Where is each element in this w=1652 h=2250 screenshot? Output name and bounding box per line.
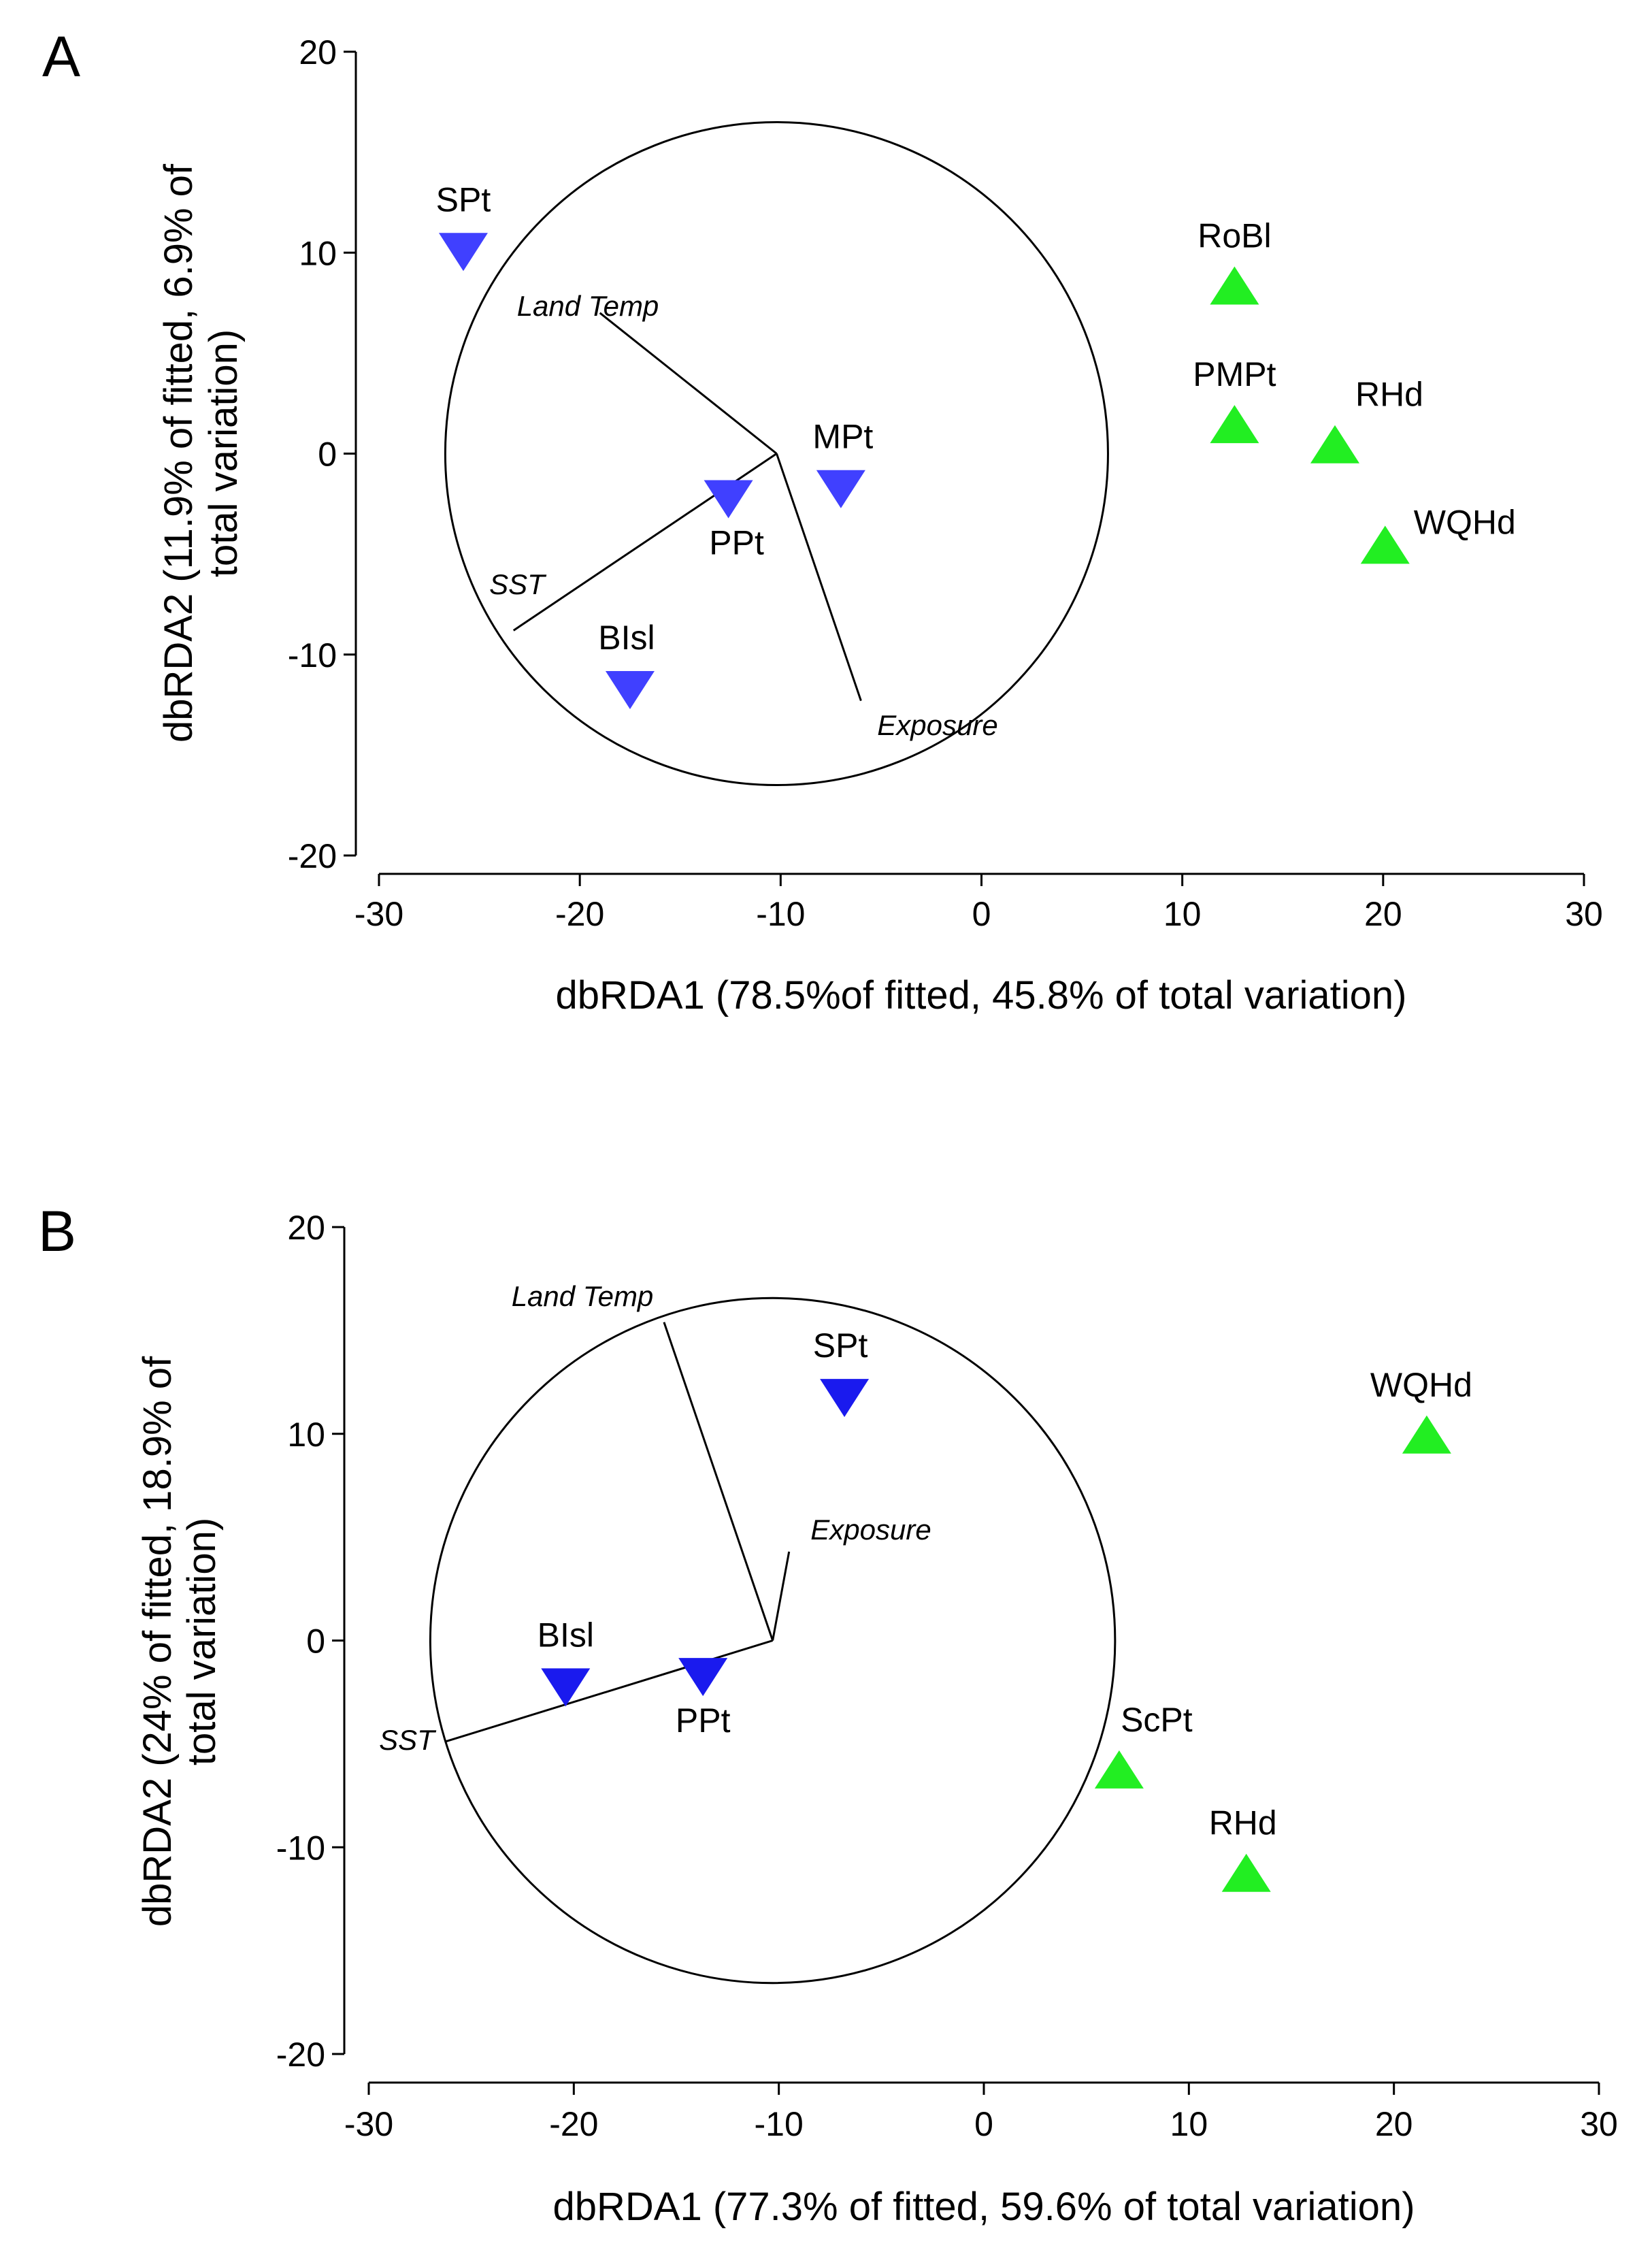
y-tick-label: 20 (299, 33, 337, 71)
panel-letter: A (42, 25, 80, 88)
x-axis-title: dbRDA1 (78.5%of fitted, 45.8% of total v… (556, 973, 1407, 1017)
y-axis-title: dbRDA2 (24% of fitted, 18.9% oftotal var… (135, 1356, 224, 1927)
x-tick-label: -20 (555, 895, 604, 933)
x-tick-label: -30 (344, 2105, 393, 2143)
point-label-spt: SPt (813, 1326, 868, 1365)
point-label-ppt: PPt (709, 523, 764, 561)
point-wqhd (1402, 1415, 1451, 1454)
vector-label-exposure: Exposure (810, 1514, 931, 1546)
panel-letter: B (38, 1199, 76, 1263)
point-spt (820, 1379, 870, 1418)
y-axis-title-line-2: total variation) (201, 329, 246, 577)
vector-label-sst: SST (379, 1724, 437, 1756)
panel-b: B -30 -20 -10 0 10 20 30 20 10 0 -10 -20 dbRDA1 (77.3… (38, 1199, 1618, 2229)
x-tick-label: -10 (755, 2105, 804, 2143)
point-mpt (816, 470, 865, 508)
x-tick-label: 20 (1364, 895, 1402, 933)
vector-label-land-temp: Land Temp (512, 1280, 654, 1312)
vector-sst (444, 1640, 774, 1743)
x-tick-label: 30 (1565, 895, 1603, 933)
point-ppt (678, 1658, 728, 1697)
y-tick-label: 10 (299, 234, 337, 272)
point-label-wqhd: WQHd (1414, 503, 1516, 541)
vector-label-exposure: Exposure (877, 709, 997, 741)
x-tick-label: 10 (1163, 895, 1202, 933)
panel-a: A -30 -20 -10 0 10 20 30 20 10 0 -10 -20 dbRDA1 (78.5… (42, 25, 1603, 1017)
point-ppt (704, 480, 753, 519)
y-tick-label: -10 (276, 1829, 325, 1867)
correlation-circle (429, 1297, 1117, 1985)
y-tick-label: 0 (318, 436, 337, 474)
point-pmpt (1210, 405, 1259, 444)
point-robl (1210, 266, 1259, 305)
y-axis-title-line-1: dbRDA2 (11.9% of fitted, 6.9% of (156, 163, 201, 743)
vector-label-sst: SST (489, 568, 547, 600)
x-tick-label: 0 (972, 895, 991, 933)
vector-land-temp (663, 1322, 774, 1641)
point-label-robl: RoBl (1197, 216, 1271, 255)
vector-exposure (776, 453, 862, 702)
point-rhd (1221, 1853, 1271, 1892)
point-label-rhd: RHd (1355, 376, 1423, 414)
point-label-spt: SPt (436, 180, 491, 218)
point-label-wqhd: WQHd (1370, 1366, 1472, 1404)
point-bisl (541, 1668, 591, 1707)
point-label-mpt: MPt (812, 418, 873, 456)
x-tick-label: -30 (354, 895, 403, 933)
point-spt (438, 233, 488, 272)
x-tick-label: 20 (1375, 2105, 1413, 2143)
point-label-ppt: PPt (676, 1701, 731, 1740)
point-label-rhd: RHd (1209, 1804, 1277, 1842)
x-axis-title: dbRDA1 (77.3% of fitted, 59.6% of total … (552, 2185, 1415, 2229)
x-tick-label: 0 (974, 2105, 993, 2143)
x-tick-label: -20 (549, 2105, 598, 2143)
y-axis-title-line-2: total variation) (180, 1518, 224, 1765)
y-tick-label: -10 (288, 636, 337, 674)
point-label-scpt: ScPt (1121, 1701, 1193, 1739)
y-tick-label: 10 (287, 1416, 325, 1454)
y-tick-label: -20 (276, 2036, 325, 2074)
point-bisl (605, 670, 655, 709)
y-tick-label: 20 (287, 1209, 325, 1247)
point-label-bisl: BIsl (598, 619, 655, 657)
vector-label-land-temp: Land Temp (517, 290, 659, 322)
point-label-bisl: BIsl (538, 1616, 594, 1654)
y-tick-label: 0 (306, 1623, 325, 1661)
vector-land-temp (599, 312, 778, 455)
point-rhd (1310, 425, 1359, 463)
point-wqhd (1360, 525, 1410, 564)
y-axis-title: dbRDA2 (11.9% of fitted, 6.9% oftotal va… (156, 163, 246, 743)
x-tick-label: -10 (756, 895, 805, 933)
y-axis-title-line-1: dbRDA2 (24% of fitted, 18.9% of (135, 1356, 180, 1927)
y-tick-label: -20 (288, 837, 337, 875)
point-label-pmpt: PMPt (1193, 355, 1276, 393)
point-scpt (1094, 1750, 1144, 1789)
x-tick-label: 10 (1170, 2105, 1208, 2143)
vector-exposure (772, 1551, 791, 1641)
x-tick-label: 30 (1580, 2105, 1618, 2143)
correlation-circle (444, 120, 1109, 787)
